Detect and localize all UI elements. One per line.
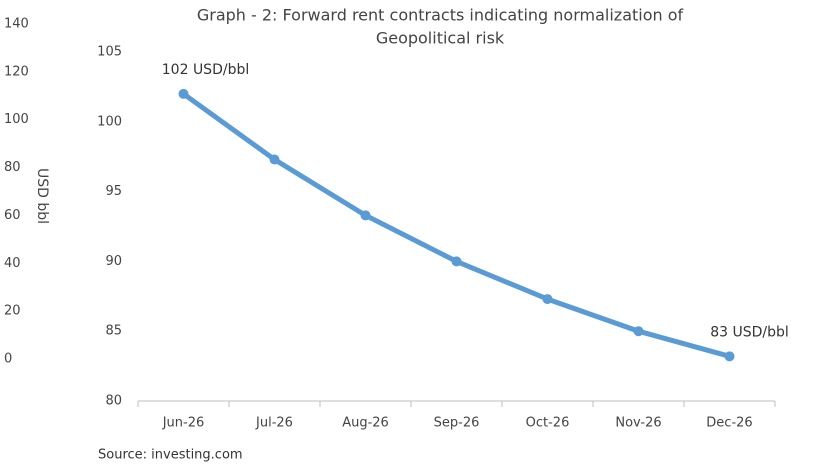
x-tick-label: Oct-26	[526, 416, 570, 431]
x-tick-label: Nov-26	[615, 416, 661, 431]
y-tick-label: 90	[105, 254, 122, 269]
chart-title: Geopolitical risk	[376, 29, 505, 48]
x-tick-label: Jun-26	[162, 416, 205, 431]
y2-tick-label: 100	[4, 112, 29, 127]
point	[451, 256, 462, 267]
x-tick-label: Jul-26	[255, 416, 293, 431]
line	[181, 91, 732, 359]
source: Source: investing.com	[98, 448, 243, 463]
y2-tick-label: 20	[4, 304, 21, 319]
point	[542, 294, 553, 305]
y-tick-label: 80	[105, 394, 122, 409]
point	[360, 210, 371, 221]
x-tick-label: Dec-26	[706, 416, 752, 431]
y2-tick-label: 80	[4, 160, 21, 175]
y2-tick-label: 60	[4, 208, 21, 223]
y2-tick-label: 0	[4, 352, 12, 367]
point	[269, 154, 280, 165]
chart-title: Graph - 2: Forward rent contracts indica…	[197, 6, 684, 25]
point	[633, 326, 644, 337]
y2-axis-label: USD bbl	[34, 168, 50, 224]
point	[724, 351, 735, 362]
y2-tick-label: 40	[4, 256, 21, 271]
y2-tick-label: 140	[4, 17, 29, 32]
x-tick-label: Sep-26	[434, 416, 480, 431]
y-tick-label: 105	[97, 45, 122, 60]
x-tick-label: Aug-26	[342, 416, 389, 431]
y-tick-label: 95	[105, 184, 122, 199]
y-tick-label: 85	[105, 324, 122, 339]
y2-tick-label: 120	[4, 64, 29, 79]
data-label: 83 USD/bbl	[710, 324, 789, 340]
y-tick-label: 100	[97, 114, 122, 129]
data-label: 102 USD/bbl	[162, 62, 249, 78]
point	[178, 88, 189, 99]
